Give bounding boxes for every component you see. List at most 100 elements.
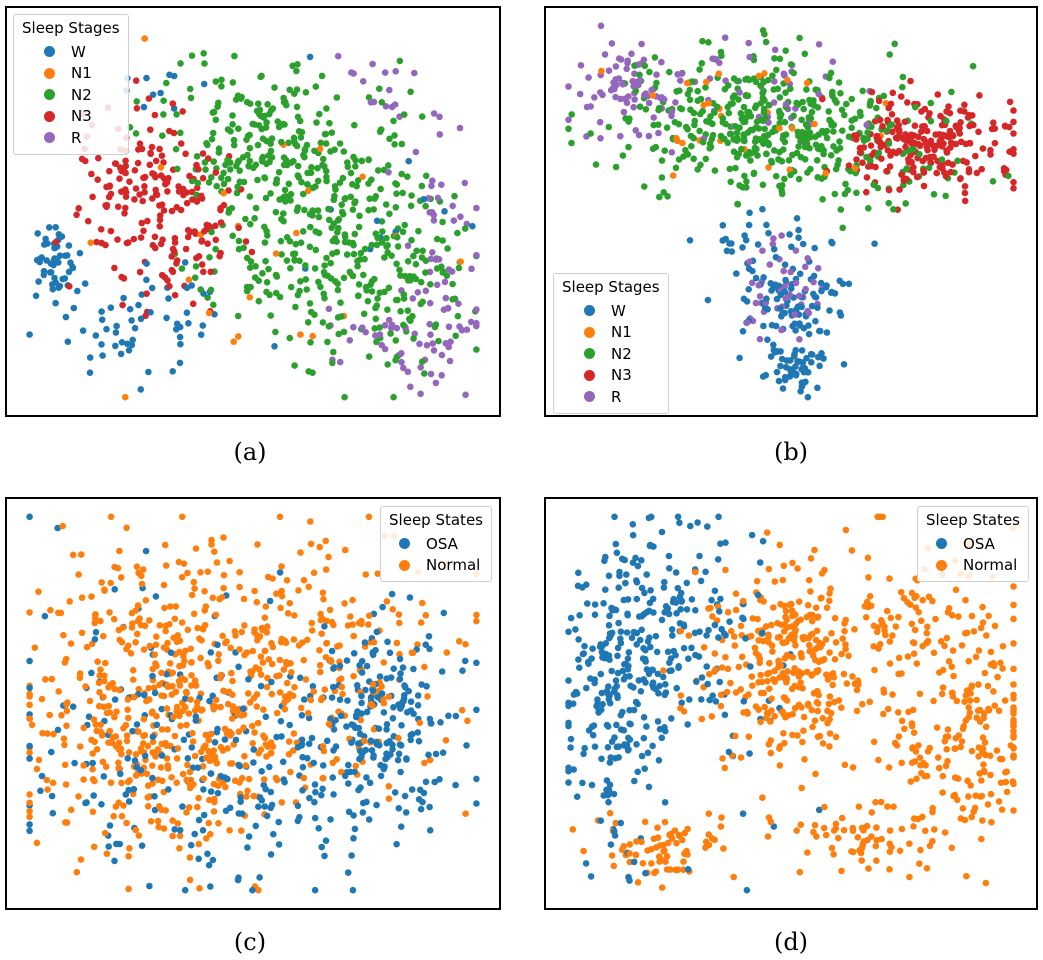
point-w [795,358,803,365]
point-normal [991,702,998,709]
point-osa [677,589,685,597]
point-normal [300,576,308,584]
point-n2 [384,306,391,314]
point-n3 [1010,118,1017,126]
point-n2 [726,165,734,173]
point-n2 [419,247,427,255]
point-n3 [220,201,228,209]
point-n2 [379,228,386,235]
point-normal [926,744,933,752]
point-n2 [454,312,462,320]
point-osa [180,736,188,744]
point-n3 [947,168,954,176]
point-osa [158,752,166,759]
point-n3 [920,182,928,190]
point-normal [921,772,928,780]
point-osa [399,664,407,671]
point-normal [994,673,1001,681]
point-n3 [908,158,915,166]
point-n1 [598,67,605,75]
point-osa [589,645,596,652]
point-n2 [452,332,460,340]
point-n2 [826,116,833,124]
point-w [58,233,66,240]
point-n2 [870,181,877,188]
point-osa [698,696,705,703]
point-w [719,222,727,229]
point-osa [659,673,667,681]
point-n1 [784,76,791,84]
point-w [74,287,81,295]
point-w [791,350,798,358]
point-n3 [248,248,256,256]
point-normal [319,774,327,782]
point-osa [650,609,657,616]
point-osa [351,825,359,833]
point-r [435,256,443,263]
point-normal [212,757,219,765]
point-n2 [740,103,748,111]
point-n2 [390,393,397,401]
point-normal [462,810,469,817]
point-osa [122,791,130,798]
legend-c: Sleep States OSA Normal [380,506,492,582]
point-normal [816,732,824,740]
point-osa [397,742,405,749]
point-n2 [301,206,308,214]
point-w [812,317,819,325]
point-n2 [404,307,412,315]
point-osa [717,540,724,547]
legend-label: R [611,387,622,406]
point-normal [692,568,699,576]
point-r [429,249,436,256]
point-n2 [200,50,207,57]
point-n3 [946,127,954,135]
point-normal [831,656,839,663]
point-osa [606,612,613,620]
point-normal [290,730,298,737]
point-n2 [353,182,361,190]
point-n3 [141,189,148,196]
point-normal [765,565,773,573]
point-r [759,247,766,254]
point-n2 [367,281,374,289]
point-n2 [294,204,302,211]
point-n2 [797,153,805,161]
point-normal [163,705,171,712]
point-normal [215,820,222,827]
point-normal [823,604,831,611]
point-osa [630,706,638,714]
point-n2 [663,124,671,131]
point-n3 [918,108,925,115]
point-n2 [378,239,386,246]
point-normal [201,621,209,629]
point-n3 [961,183,969,190]
point-n3 [97,226,105,233]
point-n2 [326,119,333,127]
point-normal [913,775,920,783]
point-normal [1010,615,1017,623]
point-normal [1010,734,1017,741]
point-r [473,322,480,330]
point-normal [337,675,345,682]
point-osa [674,584,682,592]
point-osa [149,774,156,782]
point-n3 [140,227,147,235]
point-w [781,261,789,268]
point-normal [202,603,210,610]
point-osa [703,663,710,670]
point-osa [403,755,410,762]
point-n2 [787,85,794,93]
point-normal [251,587,258,595]
point-normal [125,885,132,893]
point-n2 [790,112,797,120]
point-normal [318,630,326,637]
point-normal [211,795,218,803]
point-r [624,59,631,67]
point-r [721,34,729,41]
point-normal [26,791,33,798]
point-normal [101,677,108,685]
point-osa [605,622,613,629]
point-normal [103,850,111,857]
point-normal [102,763,110,770]
